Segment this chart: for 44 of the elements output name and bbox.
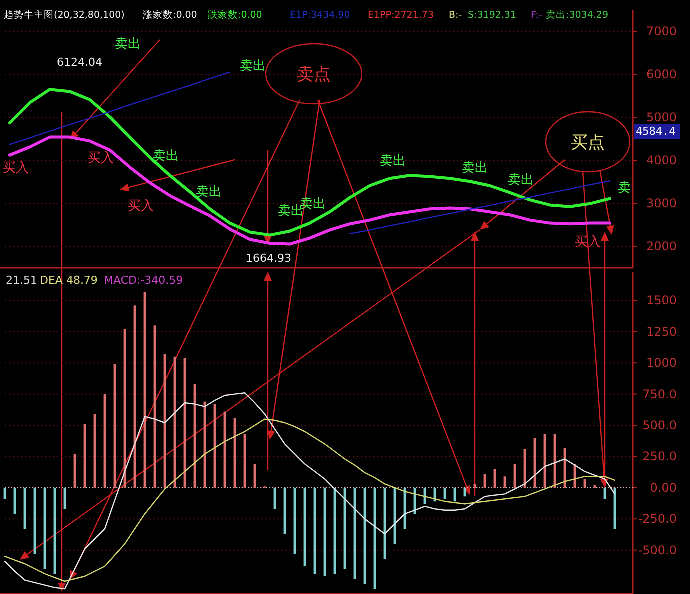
annotation: 买入: [128, 199, 154, 214]
annotation: 卖出:3034.29: [546, 9, 608, 21]
annotation: F:-: [531, 10, 542, 21]
y-tick-label: 1500: [646, 294, 677, 308]
y-tick-label: -500.0: [638, 543, 677, 558]
chart-title: 趋势牛主图(20,32,80,100): [4, 9, 125, 21]
annotation: 卖点: [297, 65, 331, 85]
y-tick-label: 6000: [646, 68, 677, 82]
y-tick-label: 2000: [646, 240, 677, 254]
line-series: [9, 72, 231, 146]
y-tick-label: 3000: [646, 196, 677, 210]
annotation: E1P:3434.90: [290, 10, 350, 21]
y-tick-label: 4000: [646, 154, 677, 168]
annotation: 卖出: [196, 185, 222, 200]
annotation: 卖出: [462, 161, 488, 176]
annotation: 卖出: [508, 173, 534, 188]
y-tick-label: 0.00: [650, 480, 677, 495]
annotation: 买入: [3, 161, 29, 176]
y-tick-label: 1000: [646, 356, 677, 370]
y-tick-label: 1250: [646, 324, 677, 339]
annotation: MACD:-340.59: [104, 274, 184, 287]
annotation: 21.51: [6, 274, 38, 287]
annotation: 1664.93: [246, 252, 292, 265]
y-tick-label: -250.0: [638, 512, 677, 526]
annotation: 卖出: [240, 59, 266, 74]
line-series: [4, 392, 616, 590]
annotation: 卖出: [115, 37, 141, 52]
annotation: 跌家数:0.00: [208, 9, 262, 21]
annotation: 6124.04: [57, 56, 102, 69]
annotation: 买入: [88, 151, 114, 166]
annotation: 涨家数:0.00: [143, 9, 198, 21]
annotation: 卖: [618, 181, 631, 196]
annotation: 买点: [571, 133, 605, 153]
annotation: B:-: [449, 10, 462, 21]
y-tick-label: 250.0: [642, 450, 677, 464]
text: 4584.4: [636, 125, 676, 138]
y-tick-label: 5000: [646, 110, 677, 124]
y-tick-label: 500.0: [642, 418, 677, 433]
annotation: S:3192.31: [468, 10, 517, 21]
y-tick-label: 7000: [646, 24, 677, 38]
annotation: 卖出: [380, 154, 406, 169]
line-series: [4, 418, 616, 582]
y-tick-label: 750.0: [642, 387, 677, 402]
annotation: E1PP:2721.73: [368, 10, 434, 21]
